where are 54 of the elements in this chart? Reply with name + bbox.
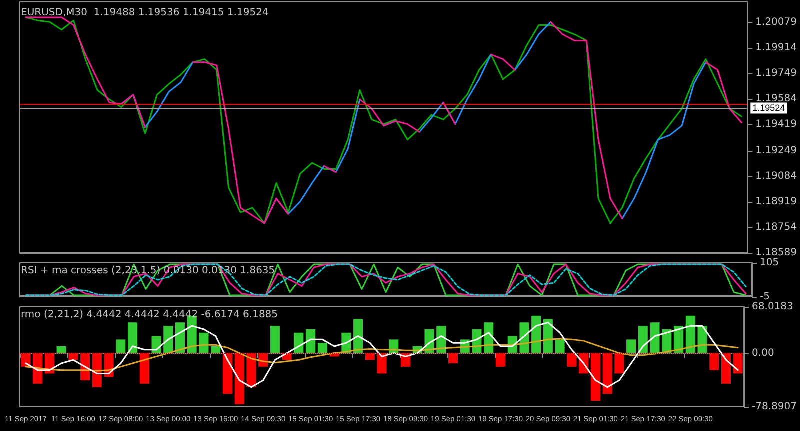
bar	[614, 353, 624, 374]
bar	[721, 353, 731, 384]
bar	[234, 353, 244, 404]
bar	[211, 346, 221, 354]
bar	[710, 353, 720, 370]
bar	[733, 353, 743, 374]
bar	[638, 326, 648, 354]
text: EURUSD,M30 1.19488 1.19536 1.19415 1.19524	[21, 8, 269, 18]
y-tick-label: 68.0183	[752, 302, 794, 312]
bar	[164, 326, 174, 354]
bar	[354, 319, 364, 354]
bar	[270, 326, 280, 354]
bar	[448, 353, 458, 364]
line-series	[25, 16, 742, 224]
bar	[116, 340, 126, 354]
ref-line-label: 1.19524	[752, 103, 786, 114]
bar	[377, 353, 387, 374]
bar	[686, 316, 696, 354]
y-tick-label: 1.19084	[756, 170, 798, 182]
bar	[590, 353, 600, 401]
chart-title: rmo (2,21,2) 4.4442 4.4442 4.4442 -6.6174 6.1885	[21, 310, 278, 320]
bar	[626, 340, 636, 354]
y-tick-label: 105	[760, 258, 780, 268]
bar	[294, 332, 304, 354]
y-tick-label: 1.19419	[756, 118, 798, 130]
line-series	[25, 338, 739, 372]
bar	[365, 353, 375, 360]
bar	[602, 353, 612, 394]
bar	[56, 346, 66, 354]
y-tick-label: 1.19749	[756, 68, 798, 79]
y-tick-label: 1.19914	[756, 42, 798, 54]
bar	[318, 343, 328, 354]
y-tick-label: 0.00	[752, 348, 774, 359]
bar	[555, 340, 565, 354]
bar	[92, 353, 102, 388]
line-series	[25, 322, 739, 388]
y-tick-label: -5	[760, 292, 770, 302]
bar	[306, 329, 316, 354]
bar	[567, 353, 577, 367]
y-tick-label: 1.19249	[756, 145, 798, 156]
bar	[199, 332, 209, 354]
y-tick-label: 1.18589	[756, 248, 798, 258]
y-tick-label: -78.8907	[752, 402, 798, 412]
bar	[650, 322, 660, 354]
y-tick-label: 1.20079	[756, 16, 798, 28]
bar	[140, 353, 150, 384]
bar	[222, 353, 232, 394]
bar	[128, 322, 138, 354]
y-tick-label: 1.19584	[756, 93, 798, 104]
bar	[496, 353, 506, 367]
bar	[68, 353, 78, 360]
bar	[532, 316, 542, 354]
y-tick-label: 1.18754	[756, 222, 798, 233]
y-tick-label: 1.18919	[756, 196, 798, 208]
